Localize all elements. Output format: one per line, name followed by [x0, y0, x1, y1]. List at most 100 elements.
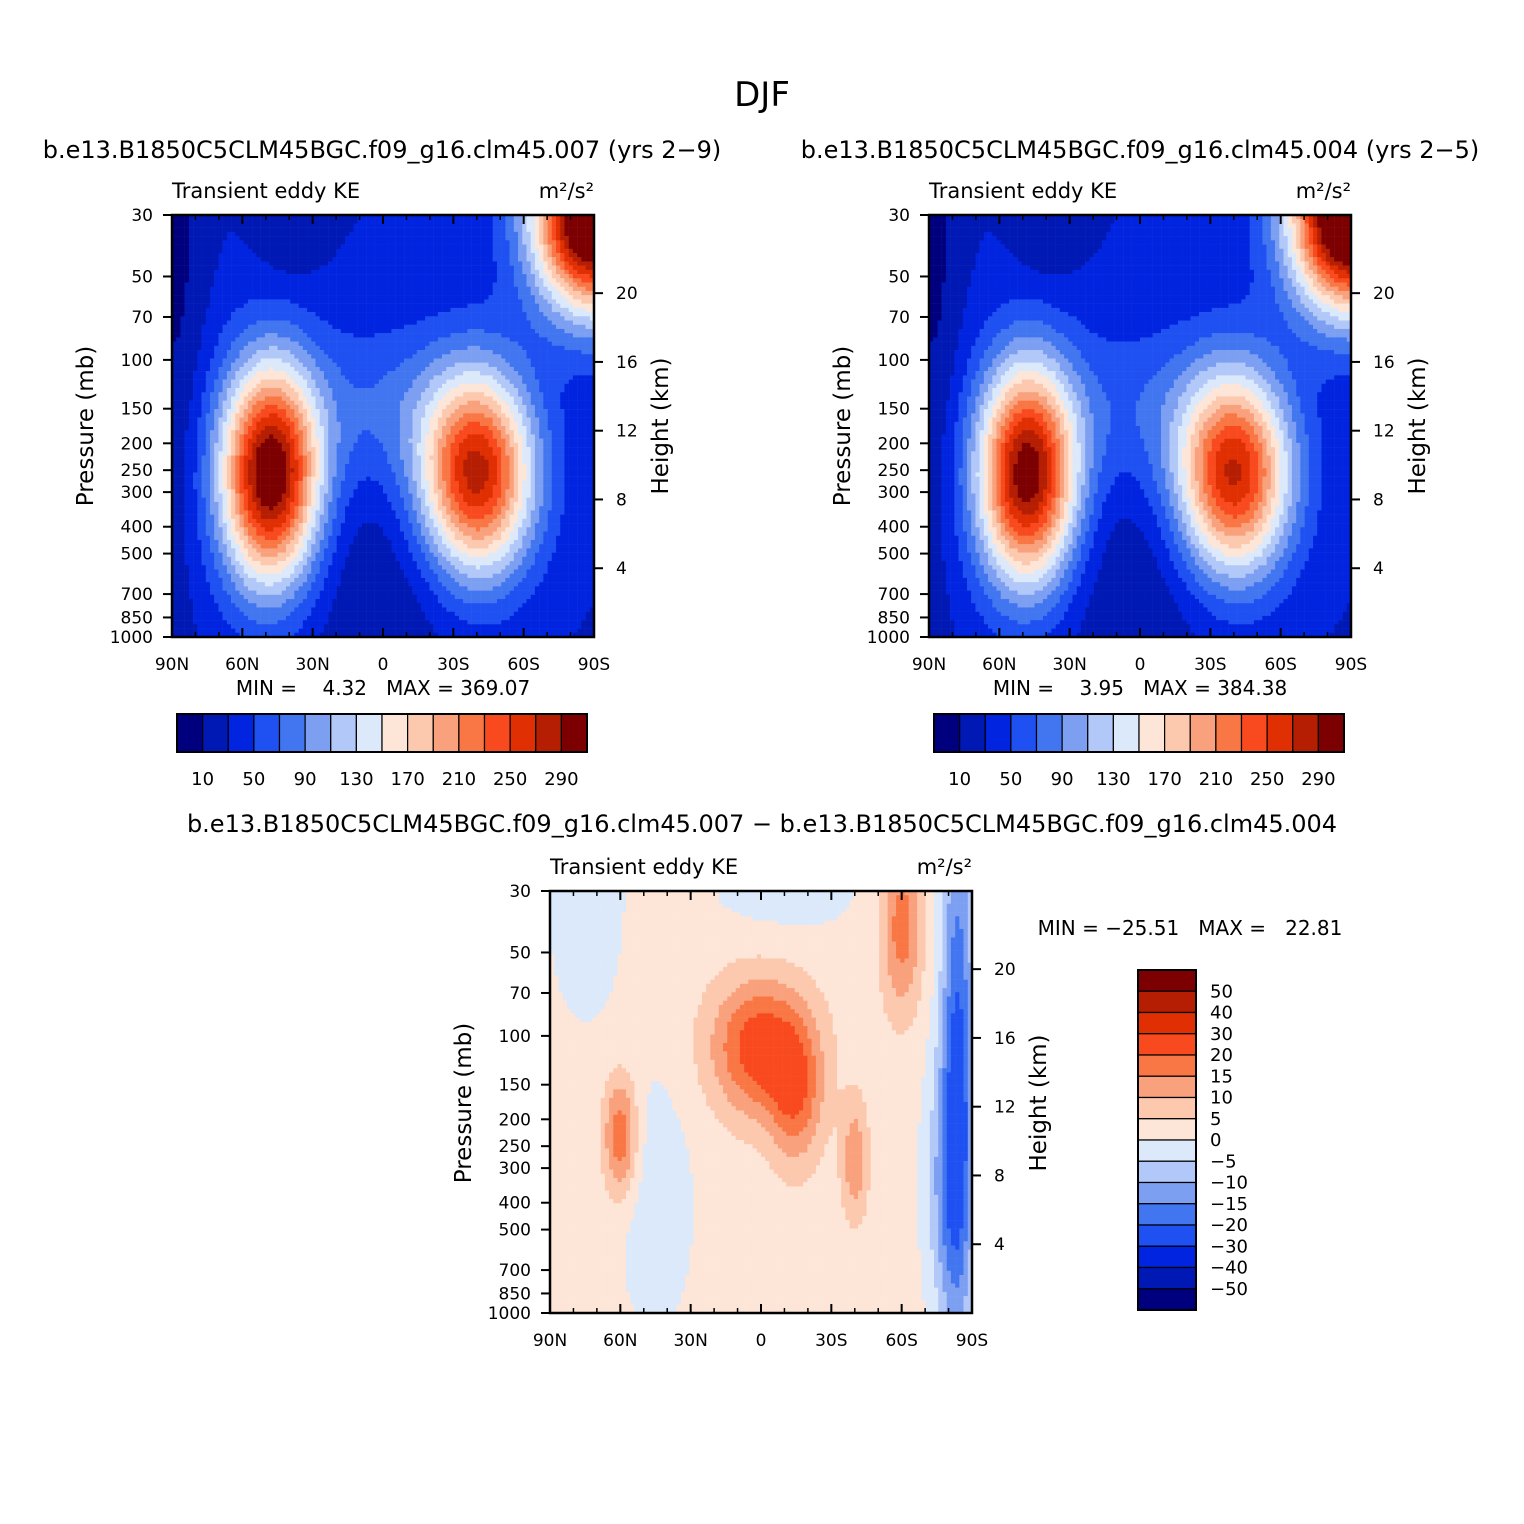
field-cell	[551, 278, 557, 283]
field-cell	[450, 354, 455, 359]
field-cell	[383, 371, 388, 376]
field-cell	[361, 396, 367, 401]
field-cell	[285, 333, 291, 338]
field-cell	[539, 358, 544, 363]
field-cell	[437, 236, 443, 241]
field-cell	[315, 409, 320, 414]
field-cell	[357, 324, 363, 330]
field-cell	[446, 227, 451, 233]
field-cell	[374, 248, 380, 254]
field-cell	[345, 337, 350, 342]
field-cell	[247, 366, 253, 372]
field-cell	[340, 265, 346, 271]
field-cell	[256, 265, 261, 271]
field-cell	[277, 299, 282, 304]
field-cell	[404, 404, 409, 410]
field-cell	[556, 278, 561, 283]
field-cell	[357, 244, 363, 250]
field-cell	[298, 388, 304, 393]
field-cell	[298, 252, 304, 258]
field-cell	[585, 362, 591, 368]
field-cell	[378, 396, 384, 401]
field-cell	[328, 366, 333, 372]
field-cell	[433, 252, 439, 258]
field-cell	[328, 396, 333, 401]
field-cell	[252, 252, 257, 258]
field-cell	[269, 400, 274, 406]
field-cell	[180, 269, 185, 275]
field-cell	[374, 257, 380, 262]
field-cell	[425, 231, 430, 237]
field-cell	[307, 409, 312, 414]
field-cell	[404, 261, 409, 266]
field-cell	[530, 396, 536, 401]
field-cell	[340, 252, 346, 258]
field-cell	[340, 312, 346, 317]
field-cell	[429, 421, 434, 427]
field-cell	[416, 286, 422, 292]
field-cell	[264, 400, 270, 406]
field-cell	[264, 223, 270, 228]
field-cell	[509, 375, 515, 380]
field-cell	[269, 358, 274, 363]
field-cell	[370, 261, 375, 266]
field-cell	[391, 392, 396, 397]
field-cell	[572, 286, 578, 292]
field-cell	[370, 295, 375, 300]
field-cell	[383, 286, 388, 292]
field-cell	[387, 379, 392, 385]
field-cell	[239, 413, 244, 418]
field-cell	[378, 236, 384, 241]
field-cell	[366, 248, 371, 254]
field-cell	[323, 244, 329, 250]
field-cell	[534, 248, 540, 254]
field-cell	[256, 396, 261, 401]
field-cell	[547, 215, 553, 220]
field-cell	[551, 354, 557, 359]
field-cell	[391, 396, 396, 401]
field-cell	[488, 362, 493, 368]
field-cell	[387, 400, 392, 406]
field-cell	[480, 350, 485, 355]
field-cell	[315, 417, 320, 423]
field-cell	[543, 341, 548, 347]
field-cell	[404, 223, 409, 228]
field-cell	[425, 324, 430, 330]
field-cell	[442, 421, 447, 427]
field-cell	[437, 354, 443, 359]
field-cell	[336, 295, 342, 300]
field-cell	[193, 316, 198, 321]
field-cell	[577, 354, 582, 359]
field-cell	[307, 227, 312, 233]
field-cell	[366, 404, 371, 410]
field-cell	[172, 240, 177, 245]
field-cell	[323, 257, 329, 262]
field-cell	[340, 295, 346, 300]
field-cell	[188, 286, 194, 292]
field-cell	[315, 404, 320, 410]
field-cell	[513, 392, 519, 397]
field-cell	[370, 307, 375, 313]
field-cell	[534, 409, 540, 414]
field-cell	[509, 282, 515, 287]
field-cell	[564, 227, 569, 233]
field-cell	[294, 358, 299, 363]
field-cell	[488, 400, 493, 406]
field-cell	[539, 261, 544, 266]
field-cell	[539, 400, 544, 406]
field-cell	[366, 333, 371, 338]
field-cell	[450, 409, 455, 414]
field-cell	[577, 316, 582, 321]
field-cell	[484, 371, 489, 376]
field-cell	[484, 240, 489, 245]
field-cell	[294, 413, 299, 418]
field-cell	[294, 392, 299, 397]
field-cell	[505, 392, 510, 397]
field-cell	[201, 354, 207, 359]
field-cell	[260, 324, 266, 330]
field-cell	[429, 219, 434, 224]
field-cell	[247, 236, 253, 241]
field-cell	[184, 261, 190, 266]
field-cell	[193, 282, 198, 287]
field-cell	[260, 337, 266, 342]
